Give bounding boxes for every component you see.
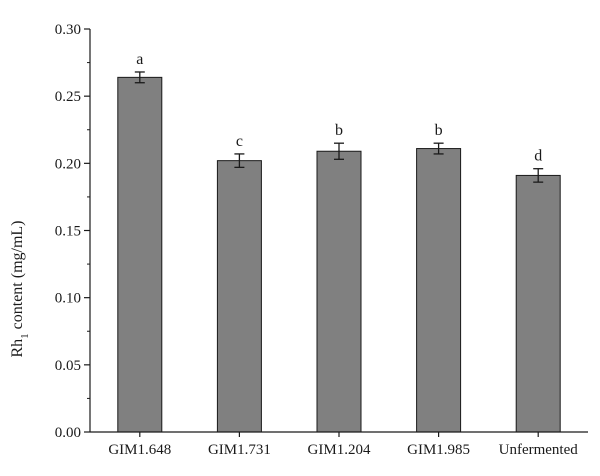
y-axis-title: Rh1 content (mg/mL) xyxy=(9,220,31,357)
y-tick-label: 0.20 xyxy=(55,156,81,172)
y-tick-label: 0.15 xyxy=(55,224,81,240)
bar-gim1-204 xyxy=(316,150,362,433)
error-bars-layer xyxy=(134,71,544,183)
y-axis-title-subscript: 1 xyxy=(19,333,31,339)
x-tick-label: GIM1.731 xyxy=(208,442,271,458)
y-ticks-layer: 0.00 0.05 0.10 0.15 0.20 0.25 0.30 xyxy=(55,22,90,441)
bar-gim1-985 xyxy=(416,148,462,433)
significance-label: d xyxy=(534,148,542,165)
x-tick-label: Unfermented xyxy=(499,442,579,458)
x-tick-label: GIM1.985 xyxy=(407,442,470,458)
significance-label: c xyxy=(236,133,243,150)
y-tick-label: 0.30 xyxy=(55,22,81,38)
bar-gim1-648 xyxy=(117,76,163,433)
significance-label: a xyxy=(136,51,143,68)
x-tick-label: GIM1.204 xyxy=(308,442,371,458)
y-axis-title-main: Rh xyxy=(9,339,26,358)
significance-label: b xyxy=(335,122,343,139)
significance-label: b xyxy=(435,122,443,139)
y-axis-title-rest: content (mg/mL) xyxy=(9,220,26,333)
significance-labels-layer: a c b b d xyxy=(136,51,542,165)
y-tick-label: 0.10 xyxy=(55,291,81,307)
y-tick-label: 0.25 xyxy=(55,89,81,105)
x-ticks-layer: GIM1.648 GIM1.731 GIM1.204 GIM1.985 Unfermen… xyxy=(108,432,578,458)
y-tick-label: 0.00 xyxy=(55,425,81,441)
bar-unfermented xyxy=(515,174,561,433)
y-tick-label: 0.05 xyxy=(55,358,81,374)
x-tick-label: GIM1.648 xyxy=(108,442,171,458)
bar-gim1-731 xyxy=(216,160,262,433)
